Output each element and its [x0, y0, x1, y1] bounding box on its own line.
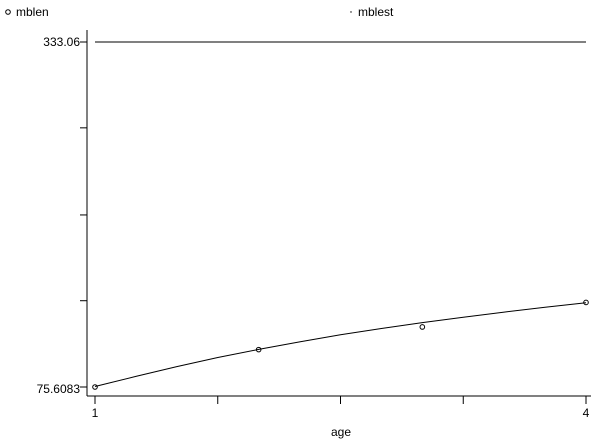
y-tick-label-max: 333.06: [43, 35, 80, 49]
legend-label-mblen: mblen: [16, 5, 49, 19]
legend: mblen mblest: [5, 5, 394, 19]
data-point-mblen-0: [92, 384, 98, 390]
legend-label-mblest: mblest: [358, 5, 394, 19]
data-point-mblen-3: [583, 299, 589, 306]
legend-marker-mblest: [350, 11, 352, 13]
x-tick-label-max: 4: [583, 406, 590, 420]
series-line-mblest: [94, 302, 587, 387]
y-axis-ticks: [80, 41, 87, 388]
legend-marker-mblen: [5, 9, 11, 15]
y-tick-label-min: 75.6083: [37, 382, 81, 396]
x-tick-label-min: 1: [92, 406, 99, 420]
plot-area: [92, 41, 589, 390]
x-axis-title: age: [331, 425, 351, 439]
data-point-mblen-2: [419, 324, 426, 330]
data-point-mblen-1: [255, 346, 262, 353]
x-axis-ticks: [94, 396, 587, 404]
